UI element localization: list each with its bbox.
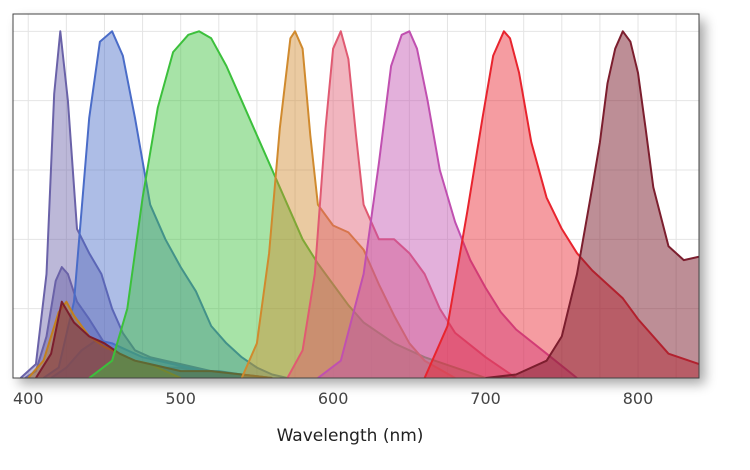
series-line-8 — [240, 30, 456, 378]
series-group — [19, 30, 699, 378]
series-area-12 — [485, 31, 699, 378]
series-area-4 — [51, 339, 273, 378]
x-axis-title: Wavelength (nm) — [277, 426, 424, 446]
series-line-7 — [88, 30, 486, 378]
series-area-7 — [89, 31, 486, 378]
series-area-3 — [43, 31, 288, 378]
series-line-1 — [19, 30, 273, 378]
series-area-11 — [424, 31, 699, 378]
x-tick-label: 600 — [318, 389, 349, 408]
series-line-6 — [35, 300, 273, 378]
series-line-10 — [317, 30, 578, 378]
x-tick-label: 800 — [623, 389, 654, 408]
x-tick-label: 700 — [470, 389, 501, 408]
series-area-6 — [35, 301, 273, 378]
series-area-1 — [20, 31, 273, 378]
series-area-9 — [287, 31, 517, 378]
x-axis: 400 500 600 700 800 — [13, 389, 653, 408]
series-area-5 — [28, 301, 181, 378]
series-line-12 — [485, 30, 699, 378]
series-area-10 — [317, 31, 577, 378]
series-area-8 — [241, 31, 456, 378]
series-line-9 — [286, 30, 517, 378]
plot-border — [12, 13, 700, 379]
series-line-3 — [42, 30, 288, 378]
x-tick-label: 500 — [165, 389, 196, 408]
x-tick-label: 400 — [13, 389, 44, 408]
